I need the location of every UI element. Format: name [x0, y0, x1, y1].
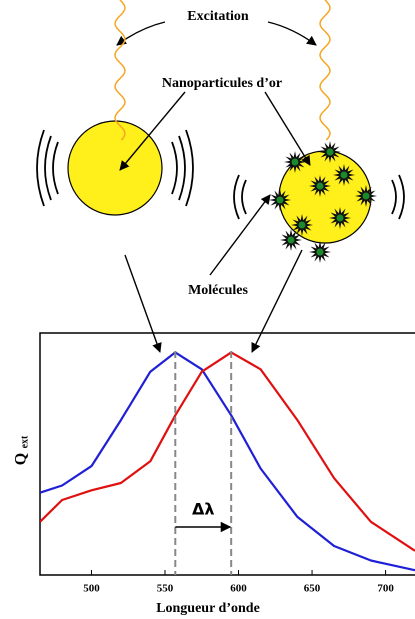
excitation-wave [319, 0, 331, 141]
x-tick-label: 500 [83, 583, 100, 595]
diagram [36, 21, 405, 353]
y-axis-label-main: Q [13, 453, 30, 465]
molecule-core [336, 214, 344, 222]
plot-frame [39, 332, 415, 576]
x-tick-label: 700 [377, 583, 394, 595]
spectrum-line [40, 351, 415, 572]
plot-area [40, 351, 415, 572]
nanoparticles-label: Nanoparticules d’or [162, 76, 282, 91]
molecule-core [298, 221, 306, 229]
molecule-core [276, 196, 284, 204]
y-axis-label-sub: ext [19, 435, 30, 448]
arrows [116, 21, 317, 353]
vibration-arcs [36, 129, 405, 220]
x-tick-label: 600 [230, 583, 247, 595]
x-tick-label: 550 [157, 583, 174, 595]
x-axis-label: Longueur d’onde [156, 601, 260, 616]
x-tick-label: 650 [304, 583, 321, 595]
molecule-core [316, 248, 324, 256]
molecule-core [326, 148, 334, 156]
molecule-core [287, 236, 295, 244]
molecules-label: Molécules [188, 283, 248, 298]
shift-label: Δλ [192, 500, 215, 519]
excitation-wave [114, 0, 126, 141]
y-axis-label: Q ext [13, 435, 31, 465]
molecule-core [316, 182, 324, 190]
bare-nanoparticle [67, 120, 163, 216]
excitation-label: Excitation [187, 9, 249, 24]
spectrum-line [40, 351, 415, 552]
molecule-core [291, 158, 299, 166]
molecule-core [340, 171, 348, 179]
molecule-core [362, 192, 370, 200]
